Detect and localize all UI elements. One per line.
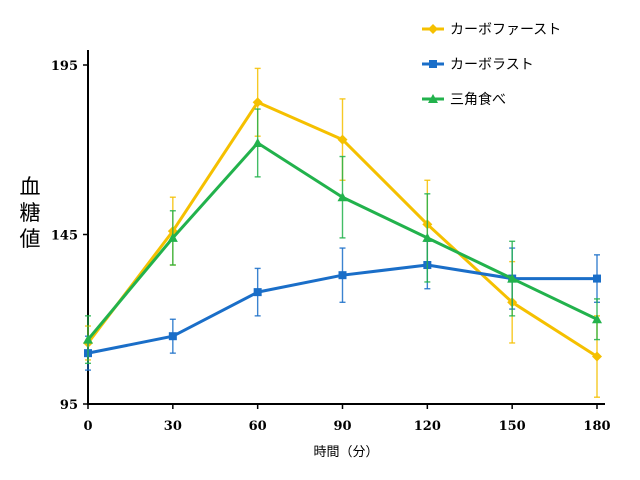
- x-tick-label: 30: [164, 419, 182, 434]
- series-layer: [83, 67, 602, 398]
- legend-swatch-marker: [429, 60, 437, 68]
- series-2: [84, 240, 601, 371]
- data-point: [167, 232, 178, 242]
- y-tick-label: 95: [60, 398, 78, 413]
- data-point: [592, 314, 602, 324]
- legend-item: カーボラスト: [422, 57, 534, 73]
- x-tick-label: 120: [414, 419, 441, 434]
- data-point: [252, 97, 263, 108]
- legend-item: 三角食べ: [422, 91, 506, 108]
- tick-labels: 0 30 60 90 120 150 180 95 145 195: [51, 59, 611, 434]
- data-point: [507, 273, 518, 283]
- y-tick-label: 195: [51, 59, 78, 74]
- y-axis-label: 血糖値: [20, 175, 41, 251]
- x-axis-label: 時間（分）: [313, 445, 378, 460]
- x-tick-label: 60: [249, 419, 267, 434]
- series-3: [83, 108, 602, 365]
- data-point: [337, 134, 348, 145]
- x-tick-label: 90: [333, 419, 351, 434]
- data-point: [337, 192, 348, 202]
- x-tick-label: 180: [583, 419, 610, 434]
- legend-swatch-marker: [428, 94, 438, 103]
- data-point: [338, 271, 347, 280]
- data-point: [252, 137, 263, 147]
- data-point: [592, 351, 602, 362]
- legend-label: カーボファースト: [450, 22, 561, 38]
- y-tick-label: 145: [51, 229, 78, 244]
- axis-ticks: [83, 64, 598, 409]
- legend-item: カーボファースト: [422, 22, 561, 38]
- legend-swatch-marker: [428, 24, 438, 34]
- data-point: [168, 332, 177, 341]
- data-point: [593, 274, 601, 283]
- legend-label: カーボラスト: [450, 57, 534, 73]
- legend-label: 三角食べ: [450, 91, 506, 108]
- x-tick-label: 0: [83, 419, 92, 434]
- data-point: [422, 232, 433, 242]
- x-tick-label: 150: [499, 419, 526, 434]
- data-point: [83, 334, 93, 344]
- data-point: [253, 288, 262, 297]
- axes: [87, 50, 605, 405]
